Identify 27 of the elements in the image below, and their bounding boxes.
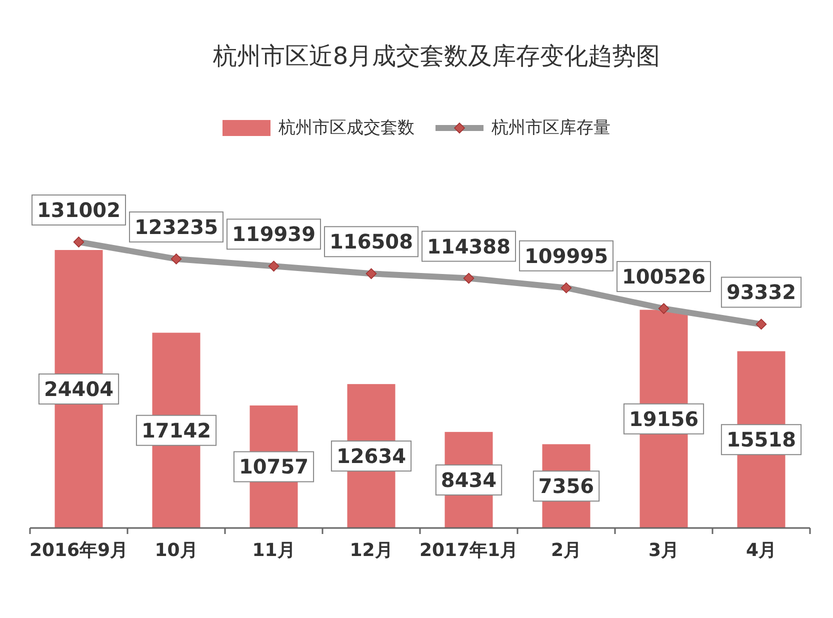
data-label: 8434 [440,468,497,492]
x-tick-label: 12月 [350,540,393,561]
x-tick-label: 10月 [154,540,198,561]
data-label: 12634 [336,444,406,468]
x-tick-label: 2016年9月 [29,540,128,561]
x-tick-label: 2017年1月 [419,540,518,561]
x-tick-label: 11月 [252,540,296,561]
data-label: 7356 [538,474,594,498]
data-label: 119939 [232,222,316,246]
data-label: 15518 [726,428,796,452]
data-label: 100526 [622,264,706,289]
data-label: 24404 [44,377,114,401]
data-label: 123235 [134,214,218,239]
data-label: 93332 [726,280,796,304]
legend-label: 杭州市区库存量 [490,118,610,138]
data-label: 109995 [524,244,608,268]
chart-title: 杭州市区近8月成交套数及库存变化趋势图 [212,42,660,70]
legend-label: 杭州市区成交套数 [278,118,414,138]
data-label: 10757 [238,454,309,479]
x-tick-label: 4月 [746,540,777,561]
data-label: 17142 [141,418,212,442]
x-tick-label: 2月 [550,540,582,561]
x-tick-label: 3月 [648,540,680,561]
data-label: 116508 [330,230,413,254]
data-label: 114388 [427,234,510,258]
data-label: 19156 [628,406,699,431]
data-label: 131002 [37,198,120,222]
